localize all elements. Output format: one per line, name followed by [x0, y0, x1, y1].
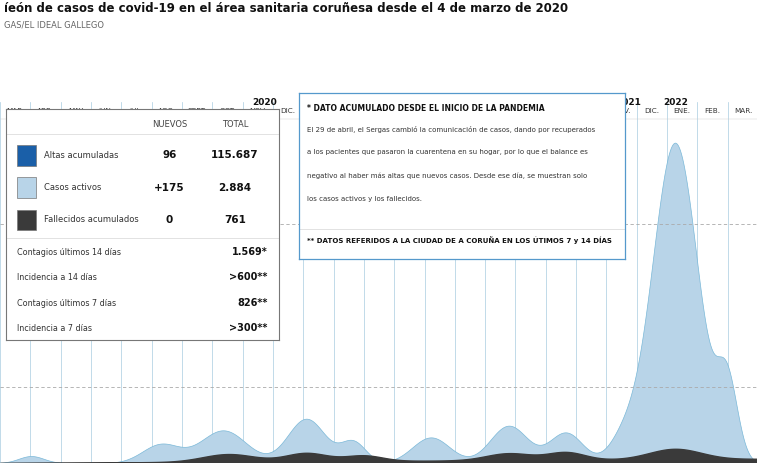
Text: íeón de casos de covid-19 en el área sanitaria coruñesa desde el 4 de marzo de 2: íeón de casos de covid-19 en el área san…	[4, 2, 568, 15]
Text: JUL.: JUL.	[494, 107, 507, 113]
Text: JUL.: JUL.	[129, 107, 143, 113]
Text: +175: +175	[154, 182, 185, 193]
Text: 2.884: 2.884	[219, 182, 251, 193]
Text: MAY.: MAY.	[431, 107, 447, 113]
Text: NOV.: NOV.	[613, 107, 631, 113]
Text: ENE.: ENE.	[310, 107, 327, 113]
Text: AGO.: AGO.	[522, 107, 540, 113]
Text: FEB.: FEB.	[341, 107, 357, 113]
Text: El 29 de abril, el Sergas cambió la comunicación de casos, dando por recuperados: El 29 de abril, el Sergas cambió la comu…	[307, 126, 596, 133]
Text: 826**: 826**	[237, 298, 268, 308]
Text: ABR.: ABR.	[401, 107, 418, 113]
FancyBboxPatch shape	[17, 177, 36, 198]
Text: 1.569*: 1.569*	[232, 247, 268, 257]
Text: negativo al haber más altas que nuevos casos. Desde ese día, se muestran solo: negativo al haber más altas que nuevos c…	[307, 173, 587, 179]
Text: SEPT.: SEPT.	[551, 107, 571, 113]
Text: MAR.: MAR.	[734, 107, 752, 113]
Text: TOTAL: TOTAL	[222, 120, 248, 129]
Text: 115.687: 115.687	[211, 150, 259, 160]
Text: * DATO ACUMULADO DESDE EL INICIO DE LA PANDEMIA: * DATO ACUMULADO DESDE EL INICIO DE LA P…	[307, 104, 545, 113]
Text: NUEVOS: NUEVOS	[152, 120, 187, 129]
Text: Contagios últimos 14 días: Contagios últimos 14 días	[17, 248, 121, 257]
Text: JUN.: JUN.	[463, 107, 478, 113]
Text: Incidencia a 7 días: Incidencia a 7 días	[17, 325, 92, 333]
Text: 2021: 2021	[299, 98, 324, 107]
Text: a los pacientes que pasaron la cuarentena en su hogar, por lo que el balance es: a los pacientes que pasaron la cuarenten…	[307, 149, 588, 155]
Text: Incidencia a 14 días: Incidencia a 14 días	[17, 274, 97, 282]
Text: MAY.: MAY.	[68, 107, 84, 113]
Text: AGO.: AGO.	[157, 107, 176, 113]
Text: los casos activos y los fallecidos.: los casos activos y los fallecidos.	[307, 196, 422, 202]
Text: SEPT.: SEPT.	[188, 107, 207, 113]
Text: Altas acumuladas: Altas acumuladas	[44, 150, 119, 160]
Text: 761: 761	[224, 215, 246, 225]
Text: OCT.: OCT.	[220, 107, 235, 113]
Text: 2020: 2020	[252, 98, 277, 107]
Text: FEB.: FEB.	[705, 107, 721, 113]
Text: GAS/EL IDEAL GALLEGO: GAS/EL IDEAL GALLEGO	[4, 21, 104, 30]
Text: MAR.: MAR.	[370, 107, 388, 113]
Text: >300**: >300**	[229, 323, 268, 333]
Text: ABR.: ABR.	[37, 107, 54, 113]
Text: Contagios últimos 7 días: Contagios últimos 7 días	[17, 299, 116, 308]
Text: >600**: >600**	[229, 272, 268, 282]
Text: DIC.: DIC.	[281, 107, 295, 113]
FancyBboxPatch shape	[17, 209, 36, 230]
Text: ENE.: ENE.	[674, 107, 690, 113]
Text: Casos activos: Casos activos	[44, 183, 101, 192]
Text: 96: 96	[163, 150, 176, 160]
Text: DIC.: DIC.	[644, 107, 659, 113]
Text: MAR.: MAR.	[6, 107, 24, 113]
Text: ** DATOS REFERIDOS A LA CIUDAD DE A CORUÑA EN LOS ÚTIMOS 7 y 14 DÍAS: ** DATOS REFERIDOS A LA CIUDAD DE A CORU…	[307, 236, 612, 244]
Text: JUN.: JUN.	[98, 107, 114, 113]
Text: 2022: 2022	[663, 98, 688, 107]
Text: OCT.: OCT.	[583, 107, 600, 113]
Text: 2021: 2021	[616, 98, 641, 107]
Text: Fallecidos acumulados: Fallecidos acumulados	[44, 215, 139, 225]
Text: 0: 0	[166, 215, 173, 225]
FancyBboxPatch shape	[17, 144, 36, 165]
Text: NOV.: NOV.	[249, 107, 266, 113]
